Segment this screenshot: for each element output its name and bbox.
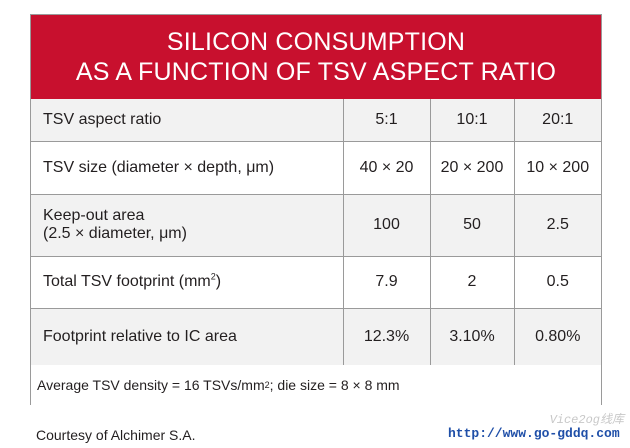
row-label: Total TSV footprint (mm2) bbox=[31, 255, 344, 309]
cell-value: 20 × 200 bbox=[429, 140, 515, 195]
cell-value: 12.3% bbox=[342, 307, 431, 366]
cell-value: 2.5 bbox=[513, 193, 601, 257]
silicon-consumption-table-card: SILICON CONSUMPTION AS A FUNCTION OF TSV… bbox=[30, 14, 602, 405]
footnote-text: Average TSV density = 16 TSVs/mm bbox=[37, 377, 265, 393]
cell-value: 100 bbox=[342, 193, 431, 257]
watermark-logo-text: Vice2og线库 bbox=[549, 413, 624, 427]
superscript: 2 bbox=[210, 271, 216, 282]
cell-value: 2 bbox=[429, 255, 515, 309]
cell-value: 0.5 bbox=[513, 255, 601, 309]
row-label-line-2: (2.5 × diameter, μm) bbox=[43, 225, 187, 242]
cell-value: 3.10% bbox=[429, 307, 515, 366]
row-label-end: ) bbox=[215, 273, 222, 290]
site-watermark: Vice2og线库 http://www.go-gddq.com bbox=[430, 410, 630, 448]
row-label-main: Total TSV footprint (mm bbox=[43, 273, 211, 290]
cell-value: 10 × 200 bbox=[513, 140, 601, 195]
tsv-data-table: TSV aspect ratio 5:1 10:1 20:1 TSV size … bbox=[31, 99, 601, 366]
row-label: Footprint relative to IC area bbox=[31, 307, 344, 366]
cell-value: 20:1 bbox=[513, 99, 601, 142]
table-footnote: Average TSV density = 16 TSVs/mm 2; die s… bbox=[31, 365, 601, 405]
title-line-2: AS A FUNCTION OF TSV ASPECT RATIO bbox=[75, 58, 557, 86]
row-label: TSV aspect ratio bbox=[31, 99, 344, 142]
table-row: TSV size (diameter × depth, μm) 40 × 20 … bbox=[31, 140, 601, 195]
cell-value: 40 × 20 bbox=[342, 140, 431, 195]
title-line-1: SILICON CONSUMPTION bbox=[166, 28, 466, 56]
cell-value: 50 bbox=[429, 193, 515, 257]
table-title-band: SILICON CONSUMPTION AS A FUNCTION OF TSV… bbox=[31, 15, 601, 99]
table-row: Footprint relative to IC area 12.3% 3.10… bbox=[31, 307, 601, 366]
table-row: Keep-out area (2.5 × diameter, μm) 100 5… bbox=[31, 193, 601, 257]
cell-value: 7.9 bbox=[342, 255, 431, 309]
image-credit: Courtesy of Alchimer S.A. bbox=[36, 427, 196, 443]
row-label: TSV size (diameter × depth, μm) bbox=[31, 140, 344, 195]
footnote-text-end: ; die size = 8 × 8 mm bbox=[269, 377, 400, 393]
cell-value: 10:1 bbox=[429, 99, 515, 142]
cell-value: 0.80% bbox=[513, 307, 601, 366]
watermark-url: http://www.go-gddq.com bbox=[448, 426, 620, 441]
table-row: Total TSV footprint (mm2) 7.9 2 0.5 bbox=[31, 255, 601, 309]
row-label-line-1: Keep-out area bbox=[43, 207, 145, 224]
cell-value: 5:1 bbox=[342, 99, 431, 142]
row-label: Keep-out area (2.5 × diameter, μm) bbox=[31, 193, 344, 257]
table-row: TSV aspect ratio 5:1 10:1 20:1 bbox=[31, 99, 601, 142]
